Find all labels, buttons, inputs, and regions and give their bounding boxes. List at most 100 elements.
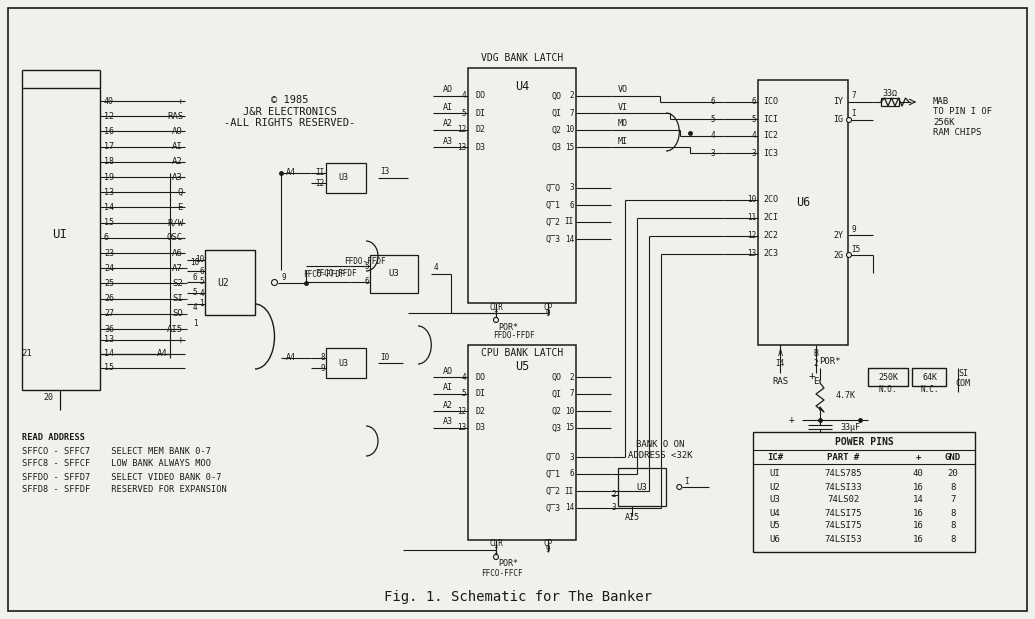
Text: SFFD8 - SFFDF    RESERVED FOR EXPANSION: SFFD8 - SFFDF RESERVED FOR EXPANSION <box>22 485 227 495</box>
Bar <box>326 348 366 378</box>
Text: © 1985
J&R ELECTRONICS
-ALL RIGHTS RESERVED-: © 1985 J&R ELECTRONICS -ALL RIGHTS RESER… <box>225 95 356 128</box>
Text: 6: 6 <box>364 277 369 286</box>
Text: BANK O ON
ADDRESS <32K: BANK O ON ADDRESS <32K <box>628 440 692 460</box>
Text: A6: A6 <box>172 248 183 258</box>
Text: 12: 12 <box>746 232 756 241</box>
Text: 2: 2 <box>814 358 819 368</box>
Text: FFDO-FFDF: FFDO-FFDF <box>494 332 535 340</box>
Text: A3: A3 <box>172 173 183 181</box>
Circle shape <box>494 555 499 560</box>
Text: IC#: IC# <box>767 454 783 462</box>
Text: A7: A7 <box>172 264 183 273</box>
Text: 12: 12 <box>456 126 466 134</box>
Text: 74LS785: 74LS785 <box>824 469 862 478</box>
Text: I: I <box>684 477 689 485</box>
Text: 33μF: 33μF <box>840 423 860 431</box>
Text: SI: SI <box>172 294 183 303</box>
Bar <box>22 88 100 390</box>
Text: MI: MI <box>618 137 628 145</box>
Text: Q̅2: Q̅2 <box>545 217 560 227</box>
Text: AI: AI <box>443 384 453 392</box>
Text: 4: 4 <box>462 92 466 100</box>
Text: Q̅3: Q̅3 <box>545 235 560 243</box>
Text: 6: 6 <box>193 273 198 282</box>
Text: A2: A2 <box>443 400 453 410</box>
Text: U3: U3 <box>637 482 647 491</box>
Text: 16: 16 <box>913 482 923 491</box>
Text: D3: D3 <box>476 423 486 433</box>
Text: UI: UI <box>53 228 67 241</box>
Text: +: + <box>915 454 921 462</box>
Text: 3: 3 <box>711 149 715 157</box>
Text: A4: A4 <box>286 168 296 178</box>
Text: 13: 13 <box>456 142 466 152</box>
Text: 23: 23 <box>104 248 114 258</box>
Text: DO: DO <box>476 373 486 381</box>
Text: A3: A3 <box>443 137 453 145</box>
Text: I: I <box>851 110 856 118</box>
Text: 10: 10 <box>190 258 200 267</box>
Text: Q̅O: Q̅O <box>545 183 560 193</box>
Text: RAS: RAS <box>167 111 183 121</box>
Text: I5: I5 <box>851 245 860 254</box>
Text: POR*: POR* <box>498 322 518 332</box>
Text: DI: DI <box>476 389 486 399</box>
Text: AI5: AI5 <box>625 514 640 522</box>
Text: U6: U6 <box>796 196 810 209</box>
Text: QI: QI <box>552 389 562 399</box>
Text: R/W: R/W <box>167 218 183 227</box>
Text: 19: 19 <box>104 173 114 181</box>
Text: 9: 9 <box>545 545 551 555</box>
Text: AI: AI <box>443 103 453 111</box>
Text: +: + <box>177 335 183 345</box>
Text: I0: I0 <box>380 352 389 361</box>
Text: UI: UI <box>770 469 780 478</box>
Text: 7: 7 <box>569 108 574 118</box>
Text: 27: 27 <box>104 310 114 318</box>
Text: FFCO-FFDF: FFCO-FFDF <box>302 270 345 279</box>
Text: 7: 7 <box>950 495 955 504</box>
Text: Q3: Q3 <box>552 423 562 433</box>
Text: CP: CP <box>543 303 553 311</box>
Text: 4: 4 <box>711 131 715 141</box>
Text: I: I <box>494 547 498 556</box>
Text: POWER PINS: POWER PINS <box>834 437 893 447</box>
Text: I3: I3 <box>380 168 389 176</box>
Text: U3: U3 <box>770 495 780 504</box>
Text: 2C2: 2C2 <box>763 232 778 241</box>
Text: 64K: 64K <box>922 373 938 381</box>
Text: 20: 20 <box>43 394 53 402</box>
Text: Q̅O: Q̅O <box>545 452 560 462</box>
Text: 16: 16 <box>913 534 923 543</box>
Text: 5: 5 <box>751 115 756 124</box>
Text: A: A <box>777 348 782 358</box>
Text: SFFC8 - SFFCF    LOW BANK ALWAYS MOO: SFFC8 - SFFCF LOW BANK ALWAYS MOO <box>22 459 211 469</box>
Text: U3: U3 <box>338 358 348 368</box>
Text: U2: U2 <box>770 482 780 491</box>
Text: A3: A3 <box>443 417 453 426</box>
Bar <box>369 255 418 293</box>
Text: MO: MO <box>618 119 628 129</box>
Text: 8: 8 <box>950 508 955 517</box>
Text: FFCO-FFDF: FFCO-FFDF <box>316 269 357 278</box>
Text: 8: 8 <box>950 521 955 530</box>
Text: 5: 5 <box>200 277 204 287</box>
Text: U6: U6 <box>770 534 780 543</box>
Text: U2: U2 <box>217 277 229 287</box>
Text: FFDO-FFDF: FFDO-FFDF <box>345 256 386 266</box>
Text: 8: 8 <box>950 534 955 543</box>
Text: I4: I4 <box>775 358 785 368</box>
Text: 6: 6 <box>569 469 574 478</box>
Text: 16: 16 <box>913 521 923 530</box>
Text: Q3: Q3 <box>552 142 562 152</box>
Text: 8: 8 <box>950 482 955 491</box>
Bar <box>468 345 576 540</box>
Text: 15: 15 <box>565 142 574 152</box>
Bar <box>758 80 848 345</box>
Text: AO: AO <box>172 127 183 136</box>
Text: 18: 18 <box>104 157 114 167</box>
Text: 6: 6 <box>104 233 109 242</box>
Text: 14: 14 <box>104 350 114 358</box>
Text: 14: 14 <box>104 203 114 212</box>
Text: 4: 4 <box>200 288 204 298</box>
